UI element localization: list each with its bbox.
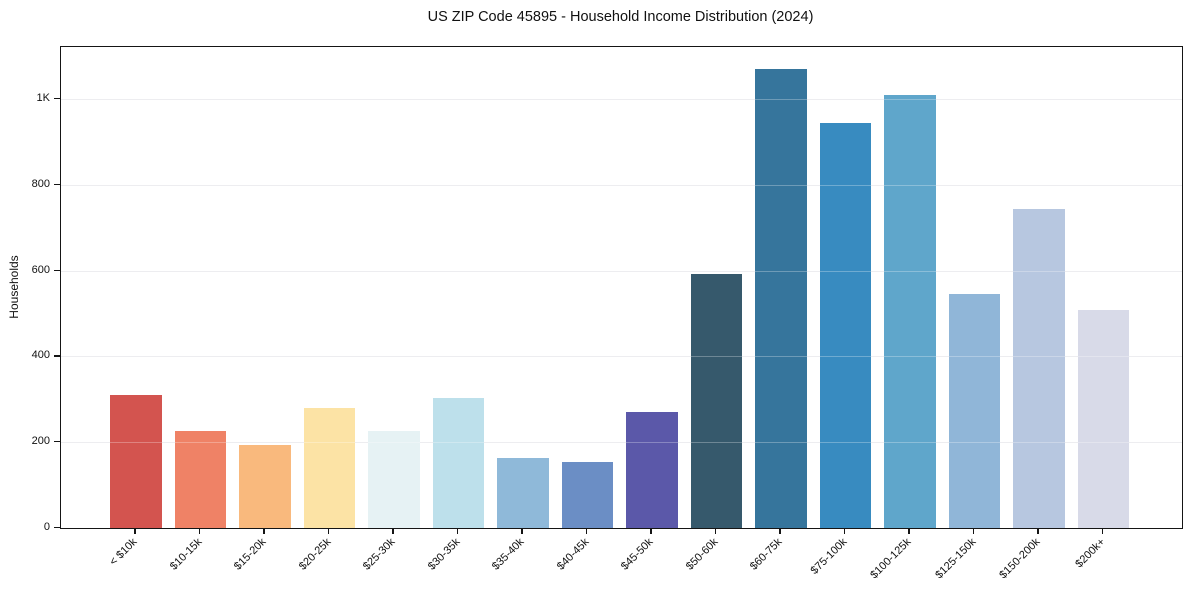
- bar: [303, 407, 356, 528]
- bar: [1013, 208, 1065, 528]
- y-tick-mark: [54, 269, 60, 271]
- bar: [497, 457, 549, 528]
- x-tick-mark: [972, 528, 975, 534]
- x-tick-mark: [198, 528, 201, 534]
- y-tick-mark: [54, 98, 60, 100]
- bar: [884, 94, 936, 528]
- bar: [432, 398, 485, 528]
- x-tick-mark: [650, 528, 652, 534]
- chart-title: US ZIP Code 45895 - Household Income Dis…: [427, 9, 814, 25]
- bar: [948, 293, 1001, 528]
- bar: [819, 122, 872, 528]
- x-tick-mark: [714, 528, 717, 534]
- x-tick-mark: [263, 528, 265, 534]
- bar: [755, 68, 807, 528]
- x-tick-mark: [779, 528, 781, 534]
- x-tick-mark: [327, 528, 330, 534]
- gridline-overlay: [61, 99, 1182, 100]
- y-tick-label: 1K: [36, 92, 50, 104]
- gridline: [61, 356, 1182, 358]
- gridline: [61, 442, 1182, 444]
- x-tick-mark: [585, 528, 588, 534]
- plot-inner: [61, 47, 1182, 528]
- x-tick-mark: [521, 528, 523, 534]
- y-tick-label: 600: [31, 263, 50, 276]
- y-tick-mark: [54, 183, 60, 186]
- bar: [239, 445, 291, 528]
- y-tick-label: 200: [31, 435, 50, 448]
- y-tick-mark: [54, 441, 60, 443]
- bar: [626, 411, 678, 528]
- gridline-overlay: [61, 270, 1182, 272]
- bar: [368, 430, 420, 528]
- x-tick-mark: [908, 528, 910, 534]
- gridline-overlay: [61, 442, 1182, 444]
- y-tick-label: 800: [31, 177, 50, 190]
- bar: [690, 274, 743, 528]
- y-tick-label: 400: [31, 349, 50, 362]
- x-tick-mark: [134, 528, 136, 534]
- plot-area: [60, 46, 1183, 529]
- gridline-overlay: [61, 356, 1182, 358]
- x-tick-label: < $10k: [107, 536, 140, 569]
- gridline: [61, 270, 1182, 272]
- y-tick-mark: [54, 355, 60, 357]
- x-tick-mark: [392, 528, 394, 534]
- x-tick-mark: [456, 528, 459, 534]
- x-tick-mark: [843, 528, 846, 534]
- gridline: [61, 184, 1182, 186]
- bar: [1077, 309, 1130, 528]
- x-tick-mark: [1101, 528, 1104, 534]
- bar: [174, 431, 227, 528]
- gridline: [61, 99, 1182, 100]
- y-tick-mark: [54, 527, 60, 529]
- bar: [110, 395, 162, 528]
- y-tick-label: 0: [43, 521, 50, 533]
- gridline-overlay: [61, 184, 1182, 186]
- bar: [561, 462, 614, 528]
- x-tick-mark: [1037, 528, 1039, 534]
